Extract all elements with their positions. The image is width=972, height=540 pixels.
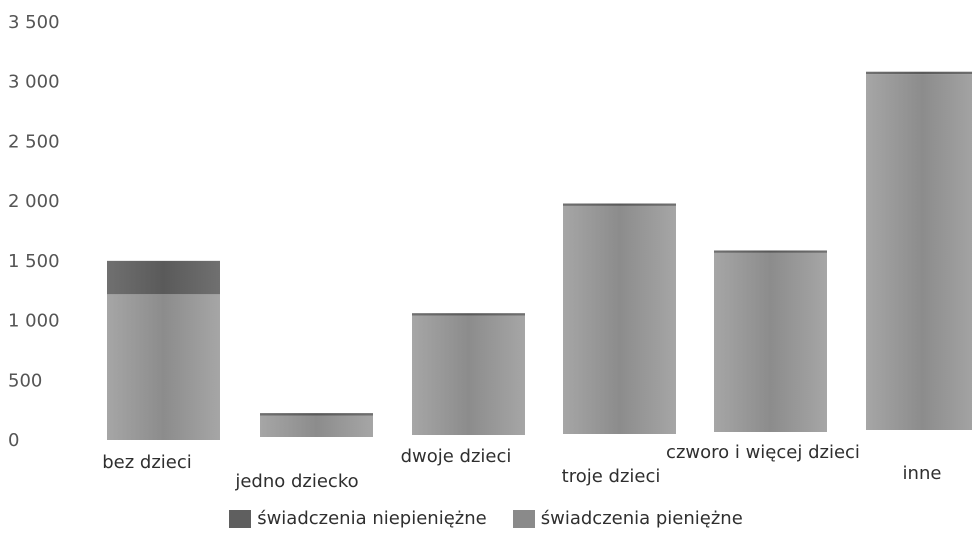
bar-swiadczenia-niepieniezne — [260, 413, 373, 416]
bar-swiadczenia-niepieniezne — [563, 203, 676, 206]
y-tick-label: 0 — [8, 430, 19, 451]
legend-swatch-pieniezne — [512, 509, 535, 528]
y-tick-label: 2 500 — [8, 131, 60, 152]
legend-item-niepieniezne: świadczenia niepieniężne — [229, 508, 487, 529]
legend-item-pieniezne: świadczenia pieniężne — [512, 508, 743, 529]
y-tick-label: 3 500 — [8, 12, 60, 33]
legend-swatch-niepieniezne — [229, 509, 252, 528]
bar-swiadczenia-pieniezne — [107, 294, 220, 440]
legend-label-niepieniezne: świadczenia niepieniężne — [257, 508, 487, 529]
x-tick-label: jedno dziecko — [234, 471, 358, 492]
bar-swiadczenia-pieniezne — [714, 252, 827, 432]
y-tick-label: 500 — [8, 370, 42, 391]
bar-swiadczenia-pieniezne — [866, 74, 972, 431]
bar-swiadczenia-pieniezne — [412, 315, 525, 435]
bar-swiadczenia-niepieniezne — [866, 71, 972, 75]
bar-swiadczenia-niepieniezne — [714, 250, 827, 253]
bar-swiadczenia-niepieniezne — [107, 260, 220, 295]
x-axis-labels: bez dzieci jedno dziecko dwoje dzieci troje… — [102, 442, 941, 492]
x-tick-label: inne — [903, 463, 942, 484]
x-tick-label: troje dzieci — [562, 466, 661, 487]
y-tick-label: 1 000 — [8, 311, 60, 332]
bars — [107, 71, 972, 440]
y-tick-label: 2 000 — [8, 191, 60, 212]
x-tick-label: bez dzieci — [102, 452, 192, 473]
x-tick-label: czworo i więcej dzieci — [666, 442, 860, 463]
bar-swiadczenia-pieniezne — [260, 415, 373, 437]
x-tick-label: dwoje dzieci — [401, 446, 512, 467]
y-tick-label: 3 000 — [8, 72, 60, 93]
bar-swiadczenia-pieniezne — [563, 205, 676, 434]
y-tick-label: 1 500 — [8, 251, 60, 272]
bar-swiadczenia-niepieniezne — [412, 313, 525, 316]
y-axis-ticks: 0 500 1 000 1 500 2 000 2 500 3 000 3 500 — [8, 12, 60, 451]
legend-label-pieniezne: świadczenia pieniężne — [540, 508, 743, 529]
legend: świadczenia niepieniężne świadczenia pie… — [0, 508, 972, 529]
